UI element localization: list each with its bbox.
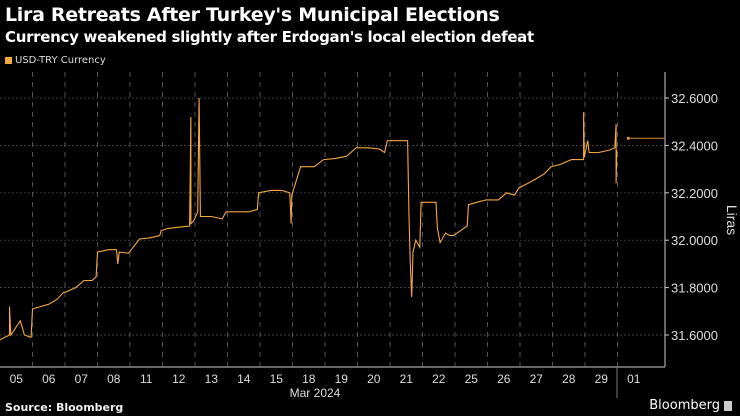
x-tick-label: 06 — [42, 372, 56, 386]
x-tick-label: 13 — [205, 372, 219, 386]
y-tick-label: 32.6000 — [671, 91, 718, 106]
x-tick-label: 20 — [367, 372, 381, 386]
x-tick-label: 08 — [107, 372, 121, 386]
y-axis-label: Liras — [724, 205, 740, 235]
x-tick-label: 25 — [465, 372, 479, 386]
x-tick-label: 19 — [335, 372, 349, 386]
y-tick-label: 32.4000 — [671, 138, 718, 153]
x-tick-label: 27 — [530, 372, 544, 386]
chart-subtitle: Currency weakened slightly after Erdogan… — [5, 28, 534, 46]
y-tick-label: 32.2000 — [671, 186, 718, 201]
terminal-icon — [724, 400, 732, 411]
x-tick-label: 01 — [627, 372, 641, 386]
y-tick-label: 32.0000 — [671, 233, 718, 248]
bloomberg-logo: Bloomberg — [649, 398, 732, 413]
series-line-usd-try — [0, 97, 618, 341]
y-tick-label: 31.6000 — [671, 328, 718, 343]
x-tick-label: 11 — [140, 372, 153, 386]
x-tick-label: 22 — [432, 372, 446, 386]
x-tick-label: 12 — [172, 372, 186, 386]
x-tick-label: 26 — [497, 372, 511, 386]
x-axis-label: Mar 2024 — [290, 386, 341, 400]
legend: USD-TRY Currency — [5, 55, 106, 66]
x-tick-label: 07 — [75, 372, 89, 386]
chart-title: Lira Retreats After Turkey's Municipal E… — [5, 4, 500, 26]
x-tick-label: 28 — [562, 372, 576, 386]
legend-swatch — [5, 57, 12, 64]
y-tick-label: 31.8000 — [671, 281, 718, 296]
legend-label: USD-TRY Currency — [15, 55, 106, 66]
x-tick-label: 21 — [400, 372, 414, 386]
logo-text: Bloomberg — [649, 398, 720, 413]
x-tick-label: 14 — [237, 372, 251, 386]
x-tick-label: 15 — [270, 372, 284, 386]
x-tick-label: 29 — [595, 372, 609, 386]
x-tick-label: 05 — [10, 372, 24, 386]
source-note: Source: Bloomberg — [5, 401, 124, 414]
x-tick-label: 18 — [302, 372, 316, 386]
